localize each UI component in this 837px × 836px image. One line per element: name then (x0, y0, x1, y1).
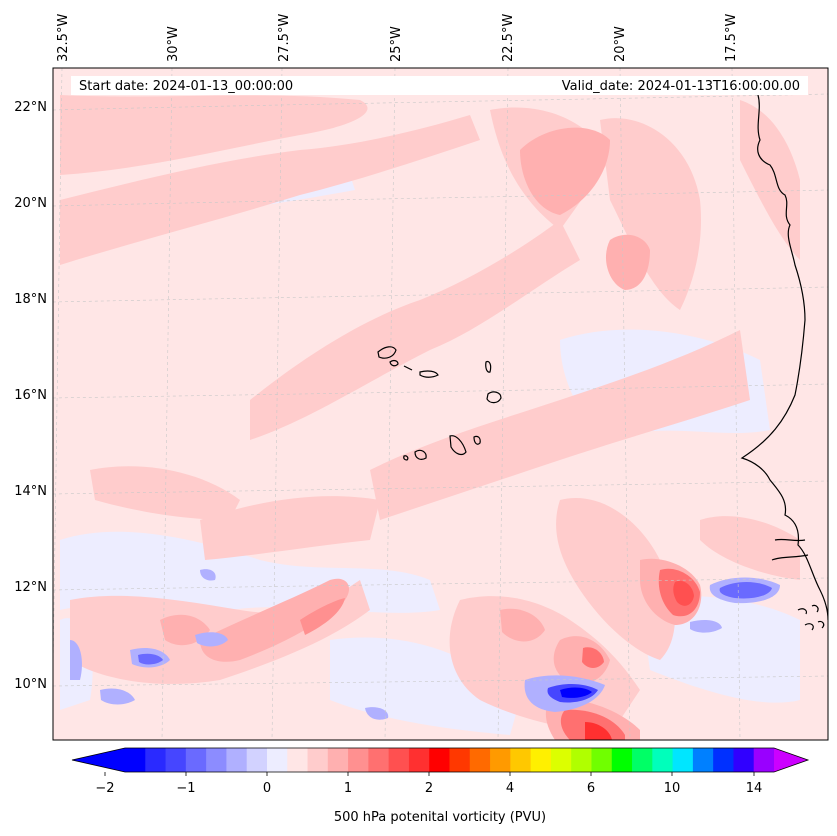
island-sao-vicente (389, 359, 399, 367)
coastlines (377, 94, 828, 631)
lon-label: 30°W (166, 26, 181, 62)
colorbar-tick-label: 1 (344, 781, 352, 796)
colorbar-cell (449, 748, 471, 772)
colorbar-cell (408, 748, 430, 772)
colorbar-cell (226, 748, 248, 772)
island-fogo (414, 449, 427, 460)
colorbar-tick-label: −2 (95, 781, 114, 796)
lon-label: 27.5°W (277, 14, 292, 62)
colorbar-tick-labels: −2 −1 0 1 2 4 6 10 14 (95, 781, 762, 796)
lat-label: 20°N (14, 196, 47, 211)
island-boa-vista (486, 391, 502, 404)
header-strip (71, 76, 808, 95)
lon-label: 25°W (389, 26, 404, 62)
colorbar-tick-label: 6 (587, 781, 595, 796)
lat-label: 10°N (14, 677, 47, 692)
colorbar-cell (429, 748, 450, 772)
high-pv-cores (300, 568, 700, 740)
island-santiago (449, 435, 467, 456)
colorbar-cell (307, 748, 329, 772)
colorbar-cell (510, 748, 532, 772)
colorbar-tick-label: 2 (425, 781, 433, 796)
colorbar-cell (287, 748, 309, 772)
colorbar-cells (125, 748, 775, 772)
colorbar-cell (469, 748, 491, 772)
colorbar-cell (165, 748, 187, 772)
colorbar-under-arrow (72, 748, 125, 772)
colorbar-cell (145, 748, 167, 772)
lat-label: 12°N (14, 580, 47, 595)
colorbar-cell (571, 748, 592, 772)
longitude-labels: 32.5°W 30°W 27.5°W 25°W 22.5°W 20°W 17.5… (56, 14, 739, 62)
colorbar-cell (348, 748, 369, 772)
island-maio (473, 435, 481, 445)
colorbar: −2 −1 0 1 2 4 6 10 14 500 hPa potenital … (71, 747, 810, 825)
colorbar-cell (530, 748, 552, 772)
colorbar-cell (185, 748, 207, 772)
colorbar-cell (713, 748, 734, 772)
lon-label: 32.5°W (56, 14, 71, 62)
colorbar-cell (672, 748, 694, 772)
colorbar-cell (490, 748, 511, 772)
colorbar-cell (368, 748, 390, 772)
colorbar-tick-label: 10 (664, 781, 681, 796)
lon-label: 22.5°W (501, 14, 516, 62)
lat-label: 22°N (14, 100, 47, 115)
colorbar-cell (206, 748, 227, 772)
valid-date-text: Valid_date: 2024-01-13T16:00:00.00 (562, 79, 800, 94)
colorbar-cell (125, 748, 146, 772)
colorbar-cell (611, 748, 633, 772)
african-coastline (740, 94, 828, 621)
bijagos-islands (797, 604, 825, 631)
graticule (53, 68, 828, 740)
gambia-senegal-inlet (771, 538, 809, 561)
negative-pv-cores (70, 569, 780, 720)
island-santo-antao (377, 346, 397, 359)
colorbar-cell (692, 748, 714, 772)
colorbar-tick-label: 14 (746, 781, 763, 796)
colorbar-cell (246, 748, 268, 772)
colorbar-ticks (104, 772, 755, 776)
lon-label: 17.5°W (724, 14, 739, 62)
colorbar-cell (753, 748, 775, 772)
colorbar-over-arrow (774, 748, 808, 772)
map-frame (52, 67, 829, 741)
colorbar-title: 500 hPa potenital vorticity (PVU) (334, 810, 546, 825)
island-sal (485, 360, 492, 373)
colorbar-outline (71, 747, 810, 773)
lat-label: 18°N (14, 292, 47, 307)
island-santa-luzia (403, 365, 413, 371)
colorbar-cell (550, 748, 572, 772)
lat-label: 14°N (14, 484, 47, 499)
map-panel (53, 68, 828, 740)
colorbar-tick-label: 0 (263, 781, 271, 796)
island-sao-nicolau (419, 370, 439, 378)
colorbar-cell (733, 748, 755, 772)
colorbar-cell (327, 748, 349, 772)
start-date-text: Start date: 2024-01-13_00:00:00 (79, 79, 293, 94)
colorbar-cell (652, 748, 674, 772)
colorbar-tick-label: −1 (176, 781, 195, 796)
colorbar-cell (266, 748, 288, 772)
colorbar-tick-label: 4 (506, 781, 514, 796)
lon-label: 20°W (613, 26, 628, 62)
lat-label: 16°N (14, 388, 47, 403)
island-brava (403, 455, 409, 461)
colorbar-cell (591, 748, 613, 772)
colorbar-cell (632, 748, 653, 772)
colorbar-cell (388, 748, 410, 772)
latitude-labels: 22°N 20°N 18°N 16°N 14°N 12°N 10°N (14, 100, 47, 692)
